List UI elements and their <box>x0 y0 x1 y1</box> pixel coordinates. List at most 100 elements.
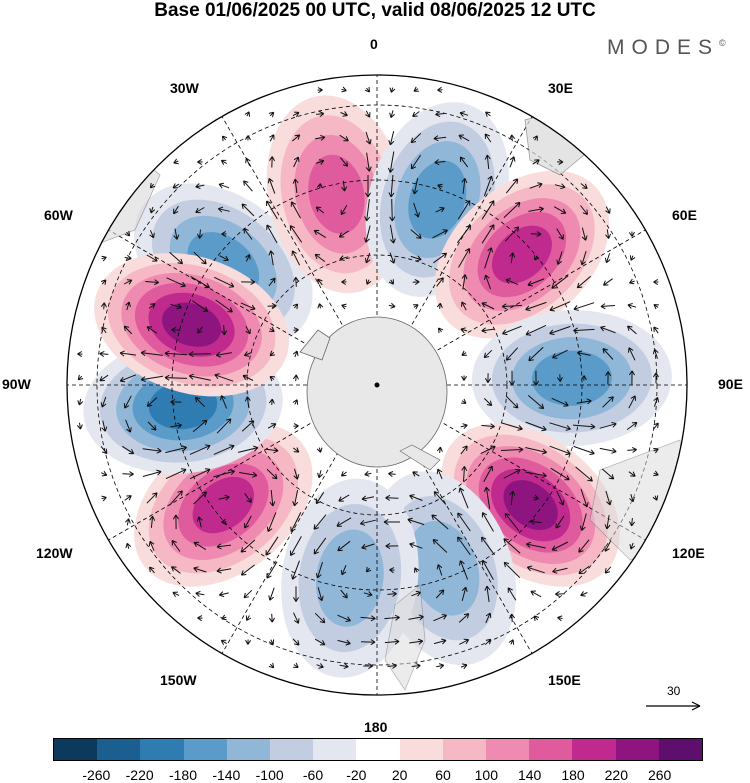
wind-arrow <box>336 517 352 527</box>
wind-arrow <box>240 539 256 553</box>
latitude-circle <box>96 104 658 666</box>
wind-arrow <box>220 159 227 166</box>
wind-arrow <box>316 183 323 189</box>
colorbar <box>53 738 703 761</box>
wind-arrow <box>315 206 325 214</box>
wind-arrow <box>507 587 517 601</box>
wind-arrow <box>291 560 300 580</box>
wind-arrow <box>149 566 155 574</box>
wind-arrow <box>315 492 325 505</box>
wind-arrow <box>196 229 203 239</box>
lon-label-150e: 150E <box>548 672 581 688</box>
wind-arrow <box>292 350 299 358</box>
wind-arrow <box>653 397 660 407</box>
wind-arrow <box>337 639 351 646</box>
wind-arrow <box>484 154 491 170</box>
wind-arrow <box>124 254 132 261</box>
wind-arrow <box>461 586 468 602</box>
colorbar-cell <box>140 739 184 760</box>
wind-arrow <box>170 422 183 429</box>
wind-arrow <box>480 445 496 455</box>
wind-arrow <box>244 135 251 141</box>
wind-arrow <box>551 349 568 359</box>
wind-arrow <box>505 278 519 286</box>
wind-arrow <box>461 466 468 482</box>
wind-arrow <box>652 348 659 359</box>
wind-arrow <box>576 398 592 405</box>
wind-arrow <box>436 468 443 480</box>
wind-arrow <box>460 445 468 455</box>
wind-arrow <box>433 614 448 622</box>
wind-arrow <box>147 421 157 431</box>
lon-label-90e: 90E <box>718 376 743 392</box>
wind-arrow <box>503 561 521 579</box>
colorbar-cell <box>226 739 271 760</box>
wind-arrow <box>460 327 468 334</box>
wind-arrow <box>629 494 635 503</box>
wind-arrow <box>601 468 615 480</box>
wind-arrow <box>461 398 467 404</box>
wind-arrow <box>169 251 183 265</box>
wind-arrow <box>268 587 275 601</box>
wind-arrow <box>360 639 376 646</box>
wind-arrow <box>481 200 495 220</box>
wind-arrow <box>551 397 569 407</box>
wind-arrow <box>550 467 570 481</box>
wind-arrow <box>214 373 234 382</box>
wind-arrow <box>628 347 636 361</box>
wind-arrow <box>171 566 181 574</box>
anomaly-contour <box>315 529 384 627</box>
wind-arrow <box>409 638 424 645</box>
colorbar-cell <box>658 739 703 760</box>
wind-arrow <box>123 325 133 335</box>
wind-arrow <box>528 206 544 213</box>
wind-arrow <box>192 300 209 312</box>
wind-arrow <box>292 586 300 602</box>
wind-arrow <box>527 278 545 287</box>
antarctica-landmass <box>306 316 448 468</box>
wind-arrow <box>484 247 493 269</box>
map-border <box>66 74 688 696</box>
wind-arrow <box>410 154 422 170</box>
wind-arrow <box>293 327 299 334</box>
wind-arrow <box>458 613 470 623</box>
south-pole-marker <box>374 382 380 388</box>
wind-arrow <box>502 325 522 336</box>
wind-arrow <box>435 207 445 213</box>
wind-arrow <box>243 228 253 240</box>
wind-arrow <box>193 541 207 551</box>
wind-arrow <box>193 566 207 573</box>
wind-arrow <box>194 396 205 408</box>
wind-arrow <box>339 663 349 670</box>
wind-arrow <box>653 447 659 454</box>
wind-arrow <box>388 302 396 309</box>
wind-arrow <box>125 542 132 549</box>
wind-arrow <box>365 279 372 285</box>
wind-arrow <box>292 178 299 193</box>
wind-arrow <box>149 515 156 528</box>
wind-arrow <box>292 638 300 646</box>
wind-arrow <box>503 201 521 218</box>
anomaly-contour <box>408 520 480 616</box>
wind-arrow <box>140 375 163 383</box>
wind-arrow <box>580 488 589 508</box>
wind-arrow <box>485 612 492 624</box>
wind-arrow <box>408 614 424 621</box>
wind-arrow <box>149 206 156 214</box>
wind-arrow <box>193 251 207 265</box>
colorbar-cell <box>399 739 443 760</box>
wind-arrow <box>389 567 395 574</box>
wind-arrow <box>341 86 347 93</box>
wind-arrow <box>533 615 540 621</box>
wind-arrow <box>528 346 544 362</box>
wind-arrow <box>266 224 278 244</box>
wind-arrow <box>316 663 324 669</box>
wind-arrow <box>384 614 400 621</box>
latitude-circle <box>171 179 583 591</box>
wind-arrow <box>313 229 327 239</box>
latitude-circle <box>246 254 508 516</box>
wind-arrow <box>361 495 375 502</box>
wind-arrow <box>580 250 587 266</box>
colorbar-tick-label: 140 <box>517 767 542 783</box>
wind-arrow <box>119 374 136 383</box>
